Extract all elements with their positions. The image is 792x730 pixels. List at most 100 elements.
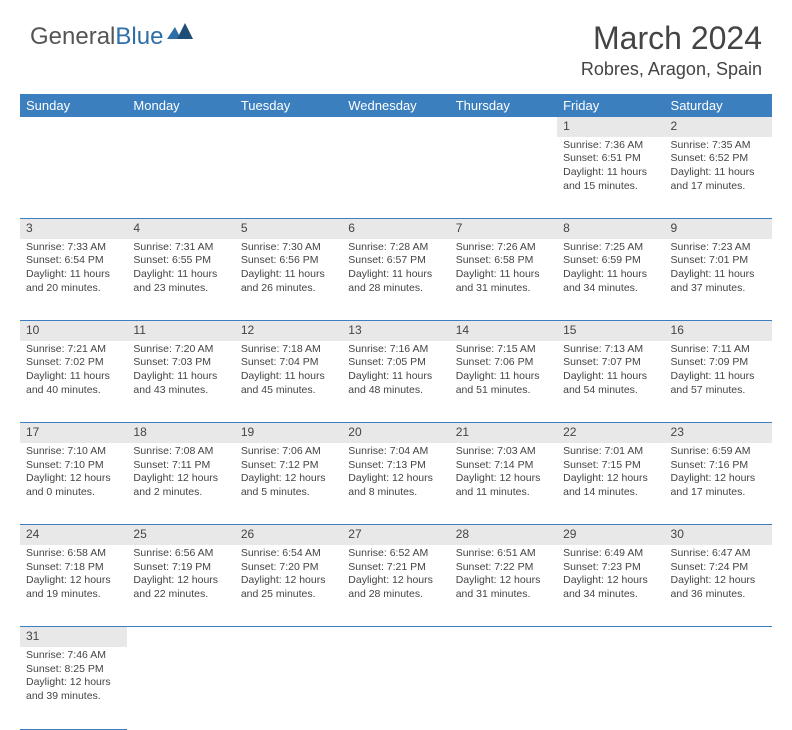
daylight-text: Daylight: 12 hours and 2 minutes. [133,472,228,499]
day-content-cell: Sunrise: 7:28 AMSunset: 6:57 PMDaylight:… [342,239,449,321]
day-number: 6 [348,221,355,235]
daylight-text: Daylight: 12 hours and 25 minutes. [241,574,336,601]
day-number: 4 [133,221,140,235]
day-content-cell [235,137,342,219]
sunrise-text: Sunrise: 7:21 AM [26,343,121,357]
daylight-text: Daylight: 12 hours and 17 minutes. [671,472,766,499]
sunset-text: Sunset: 7:22 PM [456,561,551,575]
day-number-cell [20,117,127,137]
day-content-row: Sunrise: 6:58 AMSunset: 7:18 PM Daylight:… [20,545,772,627]
day-number: 20 [348,425,361,439]
day-content-cell [235,647,342,729]
sunset-text: Sunset: 7:02 PM [26,356,121,370]
day-number: 24 [26,527,39,541]
sunset-text: Sunset: 7:18 PM [26,561,121,575]
day-content-cell: Sunrise: 7:33 AMSunset: 6:54 PMDaylight:… [20,239,127,321]
daylight-text: Daylight: 11 hours and 28 minutes. [348,268,443,295]
day-number: 11 [133,323,145,337]
daylight-text: Daylight: 11 hours and 26 minutes. [241,268,336,295]
day-number-cell [127,117,234,137]
day-number-cell: 27 [342,525,449,545]
day-number-cell [557,627,664,647]
day-content-cell: Sunrise: 7:21 AMSunset: 7:02 PMDaylight:… [20,341,127,423]
day-number: 28 [456,527,469,541]
sunrise-text: Sunrise: 7:23 AM [671,241,766,255]
day-number-row: 10111213141516 [20,321,772,341]
day-content-cell: Sunrise: 6:54 AMSunset: 7:20 PMDaylight:… [235,545,342,627]
sunrise-text: Sunrise: 6:58 AM [26,547,121,561]
day-number: 10 [26,323,39,337]
location: Robres, Aragon, Spain [581,59,762,80]
sunset-text: Sunset: 7:10 PM [26,459,121,473]
sunrise-text: Sunrise: 7:15 AM [456,343,551,357]
day-number-cell: 2 [665,117,772,137]
sunset-text: Sunset: 7:12 PM [241,459,336,473]
header: GeneralBlue March 2024 Robres, Aragon, S… [0,0,792,90]
weekday-header: Friday [557,94,664,117]
day-number: 13 [348,323,361,337]
day-number: 1 [563,119,570,133]
day-number: 22 [563,425,576,439]
day-number-cell: 8 [557,219,664,239]
day-number-cell: 28 [450,525,557,545]
sunset-text: Sunset: 6:58 PM [456,254,551,268]
day-number-cell [235,117,342,137]
sunset-text: Sunset: 7:03 PM [133,356,228,370]
daylight-text: Daylight: 12 hours and 14 minutes. [563,472,658,499]
day-number: 29 [563,527,576,541]
day-number: 3 [26,221,33,235]
day-number: 9 [671,221,678,235]
daylight-text: Daylight: 11 hours and 51 minutes. [456,370,551,397]
sunset-text: Sunset: 7:15 PM [563,459,658,473]
day-number-cell: 7 [450,219,557,239]
sunset-text: Sunset: 7:21 PM [348,561,443,575]
day-content-cell: Sunrise: 7:46 AMSunset: 8:25 PMDaylight:… [20,647,127,729]
sunrise-text: Sunrise: 7:13 AM [563,343,658,357]
sunrise-text: Sunrise: 7:01 AM [563,445,658,459]
day-content-cell: Sunrise: 6:56 AMSunset: 7:19 PMDaylight:… [127,545,234,627]
day-content-cell [127,137,234,219]
day-number-cell: 9 [665,219,772,239]
day-number-cell [665,627,772,647]
sunset-text: Sunset: 6:57 PM [348,254,443,268]
day-content-cell: Sunrise: 7:18 AMSunset: 7:04 PMDaylight:… [235,341,342,423]
day-number: 7 [456,221,463,235]
day-number-cell: 17 [20,423,127,443]
daylight-text: Daylight: 11 hours and 31 minutes. [456,268,551,295]
sunset-text: Sunset: 6:51 PM [563,152,658,166]
day-number: 27 [348,527,361,541]
daylight-text: Daylight: 12 hours and 31 minutes. [456,574,551,601]
sunrise-text: Sunrise: 6:47 AM [671,547,766,561]
day-number-cell: 21 [450,423,557,443]
day-content-cell: Sunrise: 7:10 AMSunset: 7:10 PMDaylight:… [20,443,127,525]
daylight-text: Daylight: 12 hours and 11 minutes. [456,472,551,499]
sunrise-text: Sunrise: 6:49 AM [563,547,658,561]
sunset-text: Sunset: 7:06 PM [456,356,551,370]
day-number: 2 [671,119,678,133]
daylight-text: Daylight: 11 hours and 34 minutes. [563,268,658,295]
sunrise-text: Sunrise: 7:35 AM [671,139,766,153]
sunset-text: Sunset: 7:16 PM [671,459,766,473]
sunset-text: Sunset: 7:24 PM [671,561,766,575]
day-content-cell [450,137,557,219]
day-number: 25 [133,527,146,541]
day-content-row: Sunrise: 7:36 AMSunset: 6:51 PMDaylight:… [20,137,772,219]
day-number-cell: 30 [665,525,772,545]
day-content-cell [665,647,772,729]
sunset-text: Sunset: 7:05 PM [348,356,443,370]
day-content-cell: Sunrise: 7:04 AMSunset: 7:13 PMDaylight:… [342,443,449,525]
day-number-row: 17181920212223 [20,423,772,443]
day-number: 18 [133,425,146,439]
day-number-cell: 22 [557,423,664,443]
logo: GeneralBlue [30,20,193,54]
day-number: 19 [241,425,254,439]
day-number-row: 3456789 [20,219,772,239]
sunrise-text: Sunrise: 7:08 AM [133,445,228,459]
day-content-cell [342,647,449,729]
sunrise-text: Sunrise: 6:56 AM [133,547,228,561]
sunrise-text: Sunrise: 7:10 AM [26,445,121,459]
daylight-text: Daylight: 12 hours and 39 minutes. [26,676,121,703]
day-content-cell: Sunrise: 6:52 AMSunset: 7:21 PMDaylight:… [342,545,449,627]
daylight-text: Daylight: 11 hours and 48 minutes. [348,370,443,397]
weekday-header: Wednesday [342,94,449,117]
